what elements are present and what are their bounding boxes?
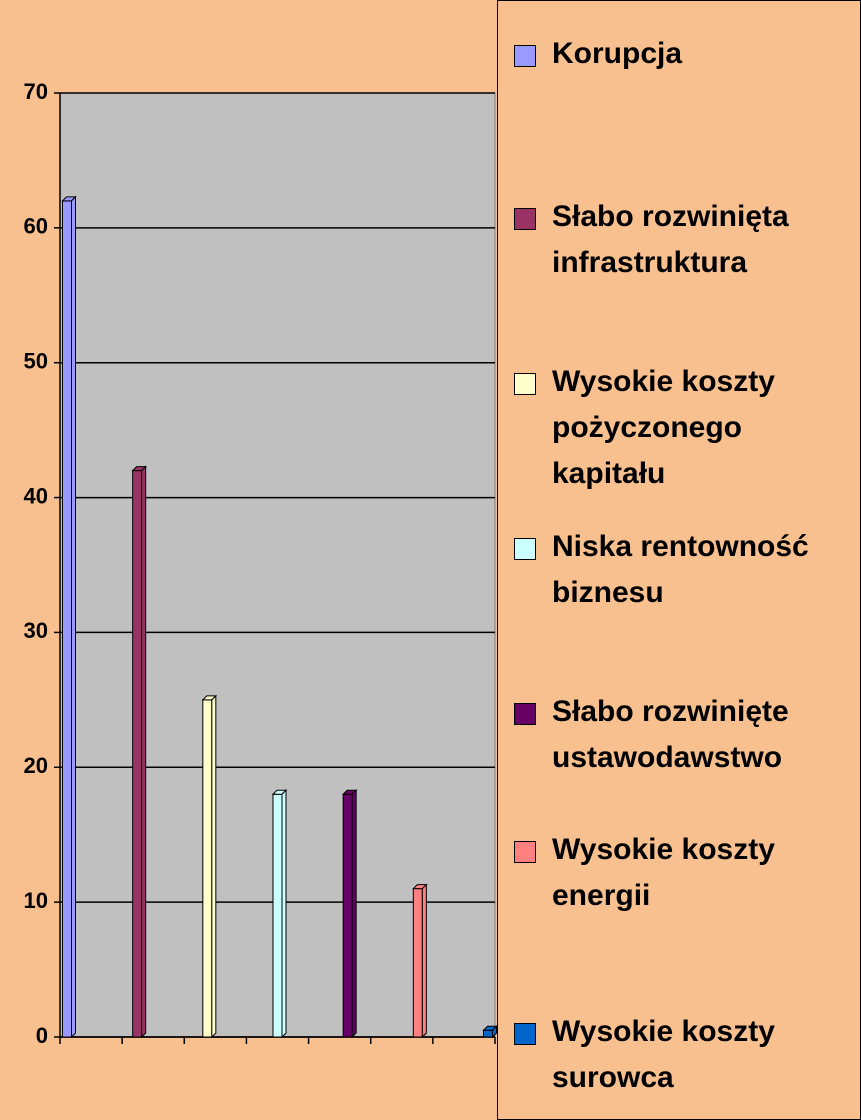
legend-label: Wysokie koszty energii [552,833,775,912]
y-tick-label: 0 [36,1023,48,1048]
legend-swatch [514,538,536,560]
legend-swatch [514,45,536,67]
legend-swatch [514,703,536,725]
legend-label: Wysokie koszty surowca [552,1015,775,1094]
legend-swatch [514,208,536,230]
legend-label: Słabo rozwinięte ustawodawstwo [552,695,789,774]
y-tick-label: 50 [24,349,48,374]
legend-label: Niska rentowność biznesu [552,530,809,609]
bar-side [421,883,427,1039]
bar [412,888,423,1038]
bar-side [141,465,147,1039]
legend-label: Słabo rozwinięta infrastruktura [552,200,789,279]
y-tick-label: 10 [24,888,48,913]
bar [62,200,72,1038]
y-tick-label: 70 [24,79,48,104]
legend-swatch [514,841,536,863]
bar-side [71,195,76,1039]
y-tick-label: 20 [24,753,48,778]
y-tick-label: 60 [24,214,48,239]
y-tick-label: 40 [24,483,48,508]
y-tick-label: 30 [24,618,48,643]
bar-side [492,1025,497,1039]
bar-side [281,789,287,1039]
bar [202,699,213,1038]
legend-swatch [514,1023,536,1045]
bar [272,793,283,1038]
legend-label: Wysokie koszty pożyczonego kapitału [552,365,775,490]
legend: Korupcja Słabo rozwinięta infrastruktura W… [497,0,861,1120]
bar [342,793,353,1038]
bar-side [351,789,357,1039]
bar [132,470,143,1038]
bar [483,1029,493,1038]
legend-label: Korupcja [552,37,683,70]
legend-swatch [514,373,536,395]
bar-side [211,694,217,1039]
